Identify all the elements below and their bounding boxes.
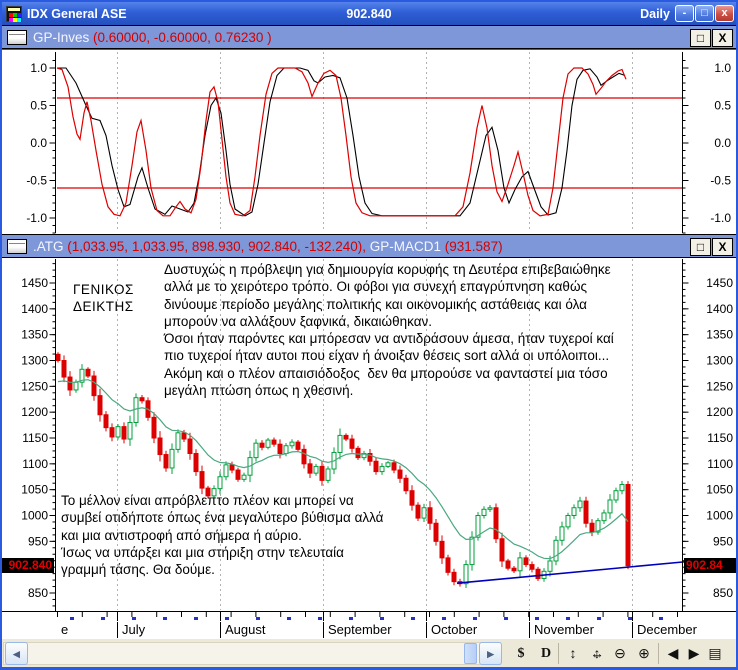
panel-close-button[interactable]: X [712, 238, 733, 256]
scroll-chart-left-button[interactable]: ◀ [667, 645, 679, 661]
move-crosshair-button[interactable]: ↕ ↔ [590, 645, 604, 661]
panel-icon[interactable] [7, 29, 27, 45]
month-label: December [632, 622, 699, 638]
panel-close-button[interactable]: X [712, 29, 733, 47]
month-label: November [529, 622, 632, 638]
window-title-bar[interactable]: IDX General ASE 902.840 Daily - □ x [2, 2, 736, 25]
month-label: August [220, 622, 323, 638]
panel-icon[interactable] [7, 238, 27, 254]
price-panel-title-bar[interactable]: .ATG (1,033.95, 1,033.95, 898.930, 902.8… [2, 234, 736, 258]
scrollbar-left-arrow[interactable]: ◂ [5, 642, 28, 665]
month-label: e [61, 622, 69, 637]
zoom-out-button[interactable]: ⊖ [614, 645, 626, 661]
month-axis-row: e July August September October November Decem… [2, 622, 699, 638]
month-label: July [117, 622, 220, 638]
close-button[interactable]: x [715, 5, 734, 22]
scrollbar-right-arrow[interactable]: ▸ [479, 642, 502, 665]
indicator-values: (0.60000, -0.60000, 0.76230 ) [93, 29, 272, 45]
macd-name: GP-MACD1 [366, 238, 445, 254]
zoom-in-button[interactable]: ⊕ [638, 645, 650, 661]
indicator-panel-title-bar[interactable]: GP-Inves (0.60000, -0.60000, 0.76230 ) □… [2, 25, 736, 49]
symbol-name: .ATG [33, 238, 68, 254]
symbol-label-annotation: ΓΕΝΙΚΟΣ ΔΕΙΚΤΗΣ [73, 282, 134, 315]
vertical-fit-button[interactable]: ↕ [569, 645, 577, 661]
last-price-tag-left: 902.840 [2, 558, 54, 573]
last-price-tag-right: 902.84 [684, 558, 736, 573]
data-window-button[interactable]: ▤ [708, 645, 722, 661]
toolbar-separator [658, 643, 659, 664]
scroll-chart-right-button[interactable]: ▶ [688, 645, 700, 661]
panel-restore-button[interactable]: □ [690, 238, 711, 256]
toolbar-separator [558, 643, 559, 664]
bottom-toolbar: ◂ ▸ $ D ↕ ↕ ↔ ⊖ ⊕ ◀ ▶ ▤ [2, 638, 736, 667]
periodicity-daily-button[interactable]: D [540, 646, 552, 661]
window-title: IDX General ASE [27, 6, 127, 21]
month-label: October [426, 622, 529, 638]
macd-value: (931.587) [444, 238, 503, 254]
indicator-name: GP-Inves [33, 29, 94, 45]
restore-button[interactable]: □ [695, 5, 714, 22]
panel-restore-button[interactable]: □ [690, 29, 711, 47]
application-icon [6, 5, 22, 22]
symbol-ohlc-values: (1,033.95, 1,033.95, 898.930, 902.840, -… [67, 238, 367, 254]
commentary-annotation-bottom: Το μέλλον είναι απρόβλεπτο πλέον και μπο… [61, 493, 384, 578]
oscillator-chart-area[interactable] [2, 50, 736, 234]
horizontal-scrollbar-track[interactable] [3, 642, 501, 665]
price-scale-button[interactable]: $ [517, 646, 525, 661]
periodicity-caption: Daily [640, 6, 670, 21]
minimize-button[interactable]: - [675, 5, 694, 22]
scrollbar-thumb[interactable] [464, 643, 477, 664]
month-label: September [323, 622, 426, 638]
commentary-annotation-top: Δυστυχώς η πρόβλεψη για δημιουργία κορυφ… [164, 262, 614, 399]
